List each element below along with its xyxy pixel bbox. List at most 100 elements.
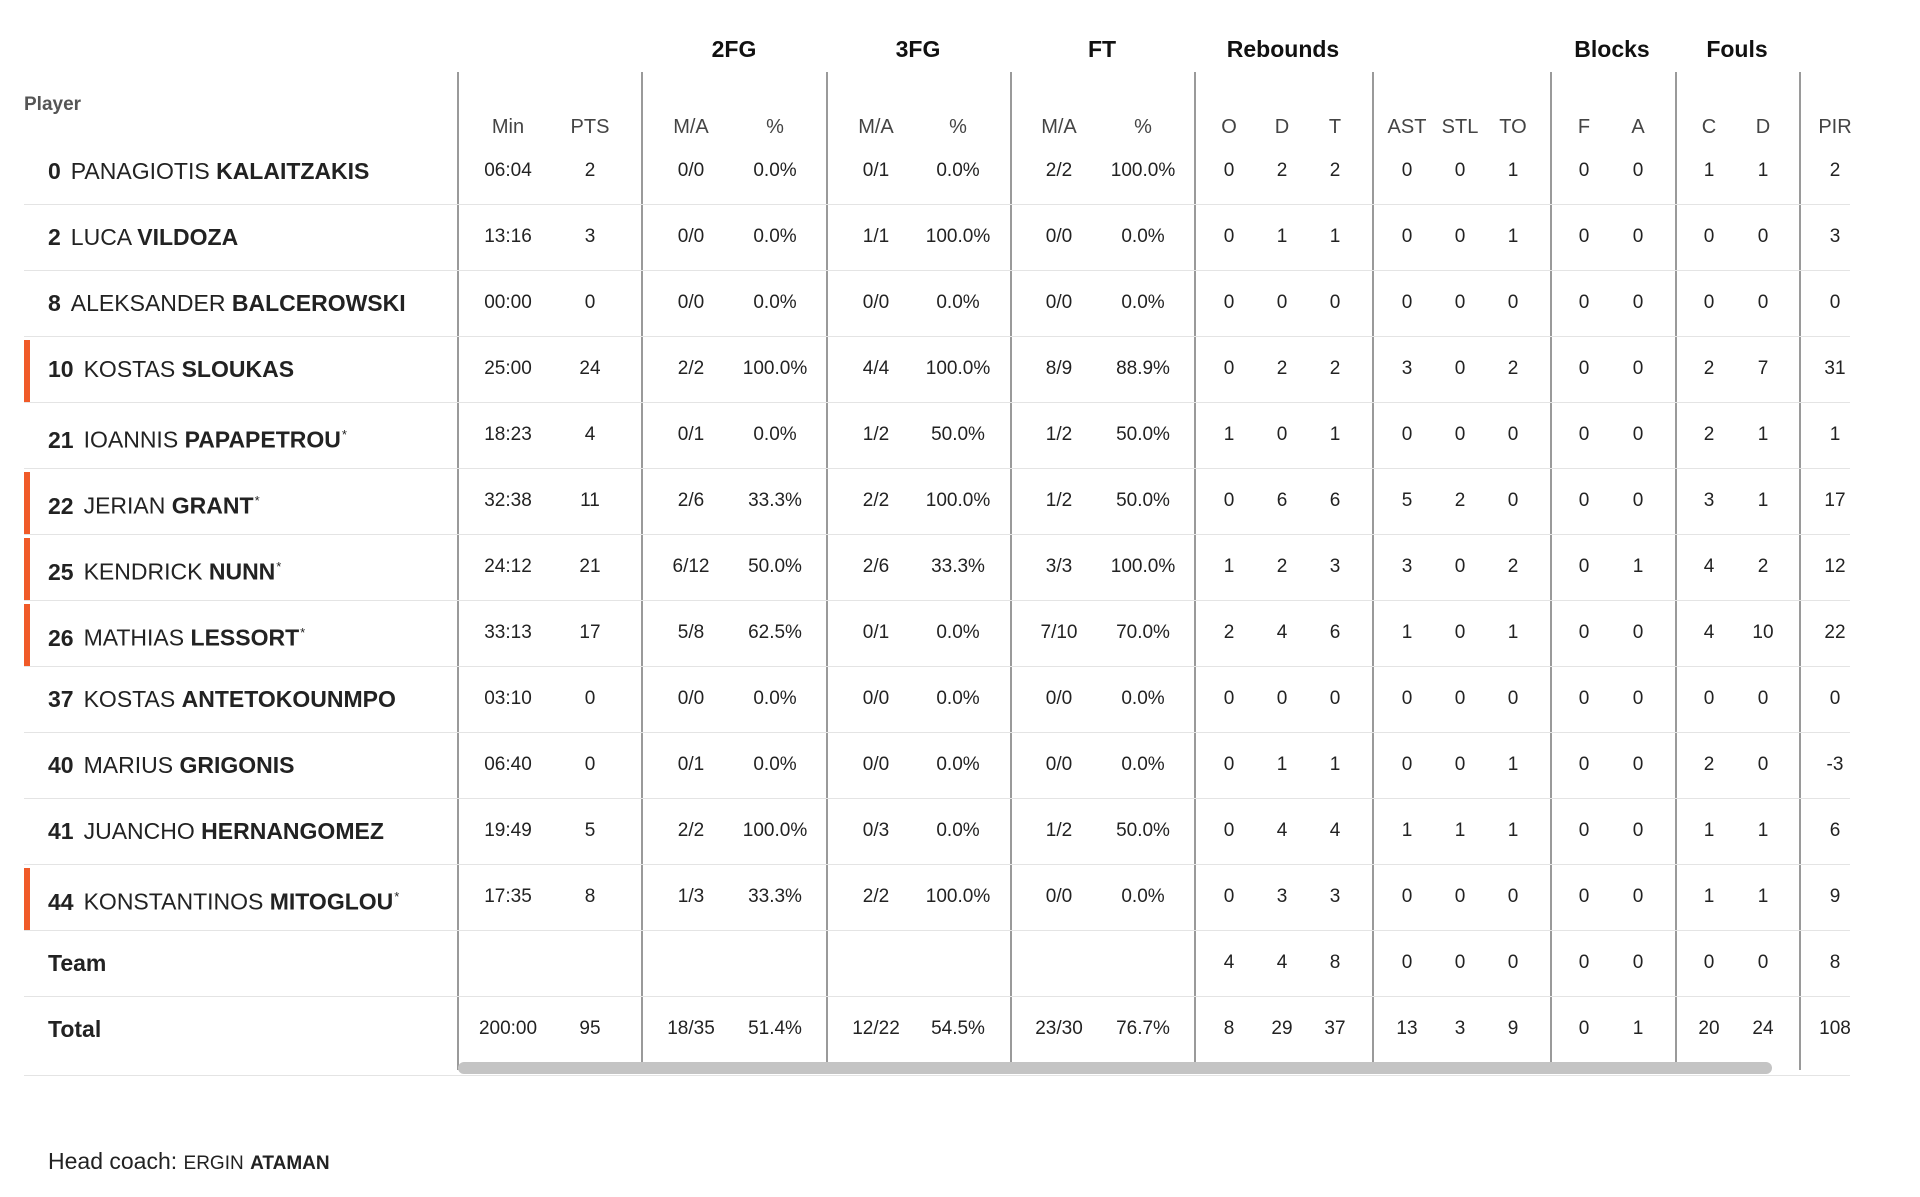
stat-cell: 0 (1632, 952, 1644, 973)
stat-cell: 2 (1703, 424, 1715, 445)
horizontal-scrollbar[interactable] (458, 1062, 1772, 1074)
subheader-10[interactable]: T (1328, 116, 1342, 138)
player-row[interactable]: 37 KOSTAS ANTETOKOUNMPO 03:10 0 0/0 0.0% 0/0 0.… (24, 666, 1850, 733)
player-name[interactable]: 21 IOANNIS PAPAPETROU* (48, 402, 347, 468)
stat-cell: 0 (1632, 820, 1644, 841)
subheader-16[interactable]: C (1701, 116, 1717, 138)
stat-cell: 32:38 (484, 490, 532, 511)
stat-cell: 0/0 (677, 292, 705, 313)
stat-cell: 18:23 (484, 424, 532, 445)
stat-cell: 0 (1401, 292, 1413, 313)
subheader-18[interactable]: PIR (1818, 116, 1852, 138)
player-row[interactable]: 22 JERIAN GRANT* 32:38 11 2/6 33.3% 2/2 100.0% 1… (24, 468, 1850, 535)
stat-cell: 0 (1757, 952, 1769, 973)
subheader-2[interactable]: M/A (673, 116, 709, 138)
subheader-17[interactable]: D (1755, 116, 1771, 138)
stat-cell: 4 (1329, 820, 1341, 841)
group-header-blocks: Blocks (1574, 36, 1650, 62)
stat-cell: 0 (1454, 886, 1466, 907)
stat-cell: 100.0% (925, 490, 991, 511)
player-first-name: KONSTANTINOS (83, 888, 264, 915)
subheader-9[interactable]: D (1274, 116, 1290, 138)
subheader-1[interactable]: PTS (570, 116, 610, 138)
jersey-number: 8 (48, 290, 61, 316)
subheader-14[interactable]: F (1577, 116, 1591, 138)
stat-cell: 2 (1223, 622, 1235, 643)
starter-indicator (24, 868, 30, 930)
stat-cell: 0 (1829, 292, 1841, 313)
subheader-6[interactable]: M/A (1041, 116, 1077, 138)
stat-cell: 0/0 (862, 292, 890, 313)
subheader-11[interactable]: AST (1387, 116, 1427, 138)
player-name[interactable]: 26 MATHIAS LESSORT* (48, 600, 305, 666)
stat-cell: 0 (1578, 1018, 1590, 1039)
column-divider (457, 72, 459, 1070)
player-name[interactable]: 8 ALEKSANDER BALCEROWSKI (48, 270, 406, 336)
player-row[interactable]: 21 IOANNIS PAPAPETROU* 18:23 4 0/1 0.0% 1/2 50.… (24, 402, 1850, 469)
jersey-number: 41 (48, 818, 74, 844)
stat-cell: 0/0 (1045, 688, 1073, 709)
player-name[interactable]: 25 KENDRICK NUNN* (48, 534, 281, 600)
stat-cell: 100.0% (742, 358, 808, 379)
player-name[interactable]: 0 PANAGIOTIS KALAITZAKIS (48, 138, 369, 204)
star-marker: * (254, 493, 260, 508)
stat-cell: 1 (1507, 226, 1519, 247)
stat-cell: 0.0% (1121, 226, 1165, 247)
subheader-12[interactable]: STL (1441, 116, 1479, 138)
stat-cell: 7 (1757, 358, 1769, 379)
player-name[interactable]: 10 KOSTAS SLOUKAS (48, 336, 294, 402)
stat-cell: 1 (1757, 160, 1769, 181)
player-name[interactable]: 37 KOSTAS ANTETOKOUNMPO (48, 666, 396, 732)
player-row[interactable]: 40 MARIUS GRIGONIS 06:40 0 0/1 0.0% 0/0 0.0% 0/0… (24, 732, 1850, 799)
subheader-13[interactable]: TO (1499, 116, 1527, 138)
player-row[interactable]: 26 MATHIAS LESSORT* 33:13 17 5/8 62.5% 0/1 0.0%… (24, 600, 1850, 667)
player-row[interactable]: 44 KONSTANTINOS MITOGLOU* 17:35 8 1/3 33.3% 2/… (24, 864, 1850, 931)
stat-cell: 4/4 (862, 358, 890, 379)
player-name[interactable]: 22 JERIAN GRANT* (48, 468, 260, 534)
stat-cell: 8 (1829, 952, 1841, 973)
stat-cell: 0 (1507, 292, 1519, 313)
stat-cell: 2/2 (1045, 160, 1073, 181)
player-name[interactable]: 41 JUANCHO HERNANGOMEZ (48, 798, 384, 864)
player-last-name: PAPAPETROU (184, 426, 341, 453)
stat-cell: 0.0% (936, 160, 980, 181)
player-row[interactable]: 8 ALEKSANDER BALCEROWSKI 00:00 0 0/0 0.0% 0/0 0… (24, 270, 1850, 337)
stat-cell: 2 (1703, 358, 1715, 379)
stat-cell: 2 (584, 160, 596, 181)
subheader-15[interactable]: A (1631, 116, 1645, 138)
player-row[interactable]: 0 PANAGIOTIS KALAITZAKIS 06:04 2 0/0 0.0% 0/1 0… (24, 138, 1850, 205)
total-row: Total 200:00 95 18/35 51.4% 12/22 54.5% 23/30 76… (24, 996, 1851, 1062)
stat-cell: 0 (1454, 292, 1466, 313)
stat-cell: 4 (1276, 622, 1288, 643)
stat-cell: 0.0% (936, 622, 980, 643)
stat-cell: 2 (1507, 556, 1519, 577)
stat-cell: 0 (584, 688, 596, 709)
player-row[interactable]: 2 LUCA VILDOZA 13:16 3 0/0 0.0% 1/1 100.0% 0/0 0.… (24, 204, 1850, 271)
player-name[interactable]: 2 LUCA VILDOZA (48, 204, 238, 270)
player-last-name: GRANT (171, 492, 254, 519)
player-column-header: Player (24, 94, 82, 115)
player-row[interactable]: 41 JUANCHO HERNANGOMEZ 19:49 5 2/2 100.0% 0/3 0… (24, 798, 1850, 865)
stat-cell: 200:00 (478, 1018, 538, 1039)
subheader-3[interactable]: % (766, 116, 784, 138)
subheader-8[interactable]: O (1221, 116, 1237, 138)
stat-cell: 4 (1703, 556, 1715, 577)
stat-cell: 33.3% (748, 886, 802, 907)
player-name[interactable]: 44 KONSTANTINOS MITOGLOU* (48, 864, 399, 930)
subheader-4[interactable]: M/A (858, 116, 894, 138)
table-bottom-divider (24, 1075, 1850, 1076)
stat-cell: 0 (1578, 490, 1590, 511)
player-last-name: HERNANGOMEZ (201, 818, 384, 844)
stat-cell: 0 (1401, 886, 1413, 907)
player-row[interactable]: 25 KENDRICK NUNN* 24:12 21 6/12 50.0% 2/6 33.3%… (24, 534, 1850, 601)
subheader-5[interactable]: % (949, 116, 967, 138)
player-name[interactable]: 40 MARIUS GRIGONIS (48, 732, 294, 798)
subheader-7[interactable]: % (1134, 116, 1152, 138)
stat-cell: 0 (1329, 292, 1341, 313)
stat-cell: 50.0% (1116, 424, 1170, 445)
subheader-0[interactable]: Min (491, 116, 525, 138)
stat-cell: 3 (1401, 556, 1413, 577)
stat-cell: 10 (1752, 622, 1774, 643)
player-row[interactable]: 10 KOSTAS SLOUKAS 25:00 24 2/2 100.0% 4/4 100.0… (24, 336, 1850, 403)
stat-cell: 1 (1329, 754, 1341, 775)
